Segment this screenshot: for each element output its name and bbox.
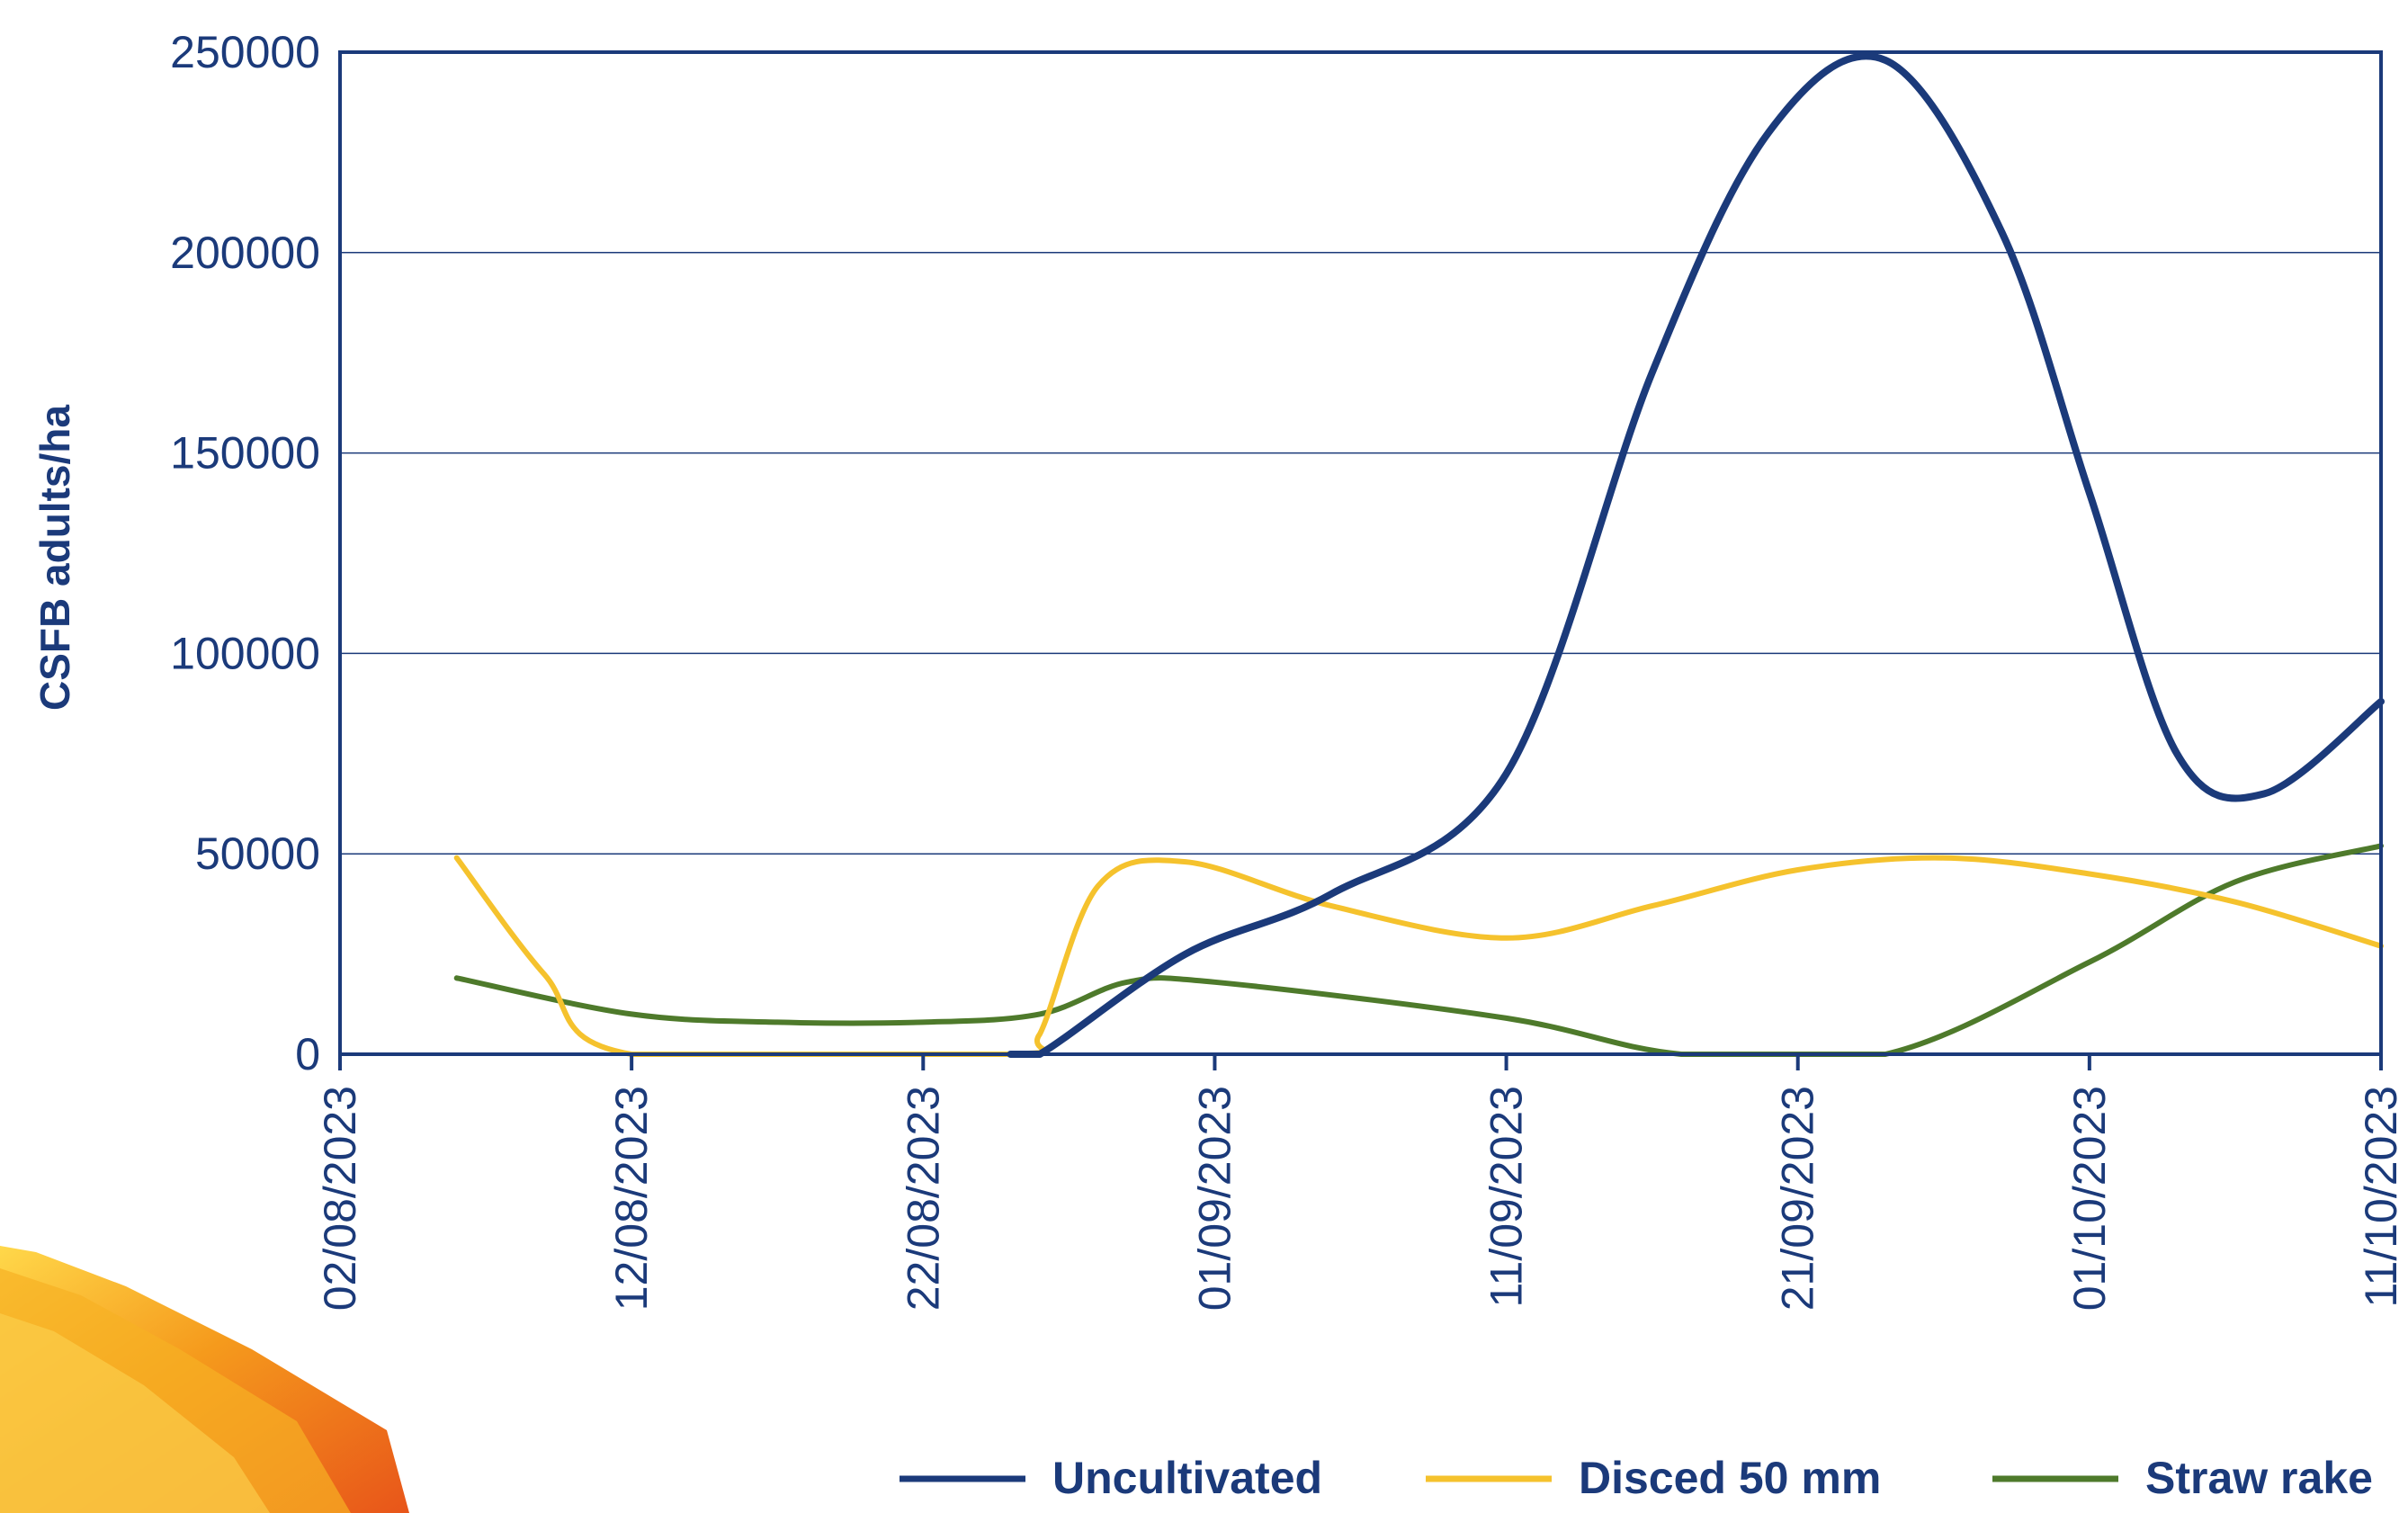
x-tick-label: 22/08/2023 bbox=[898, 1086, 948, 1311]
legend-label: Disced 50 mm bbox=[1579, 1453, 1881, 1503]
x-tick-label: 11/10/2023 bbox=[2356, 1086, 2406, 1308]
series-line-uncultivated bbox=[1007, 52, 2385, 1059]
axes bbox=[338, 50, 2383, 1070]
y-tick-label: 250000 bbox=[170, 27, 320, 77]
legend-item-uncultivated: Uncultivated bbox=[900, 1453, 1322, 1503]
legend-item-disced-50-mm: Disced 50 mm bbox=[1426, 1453, 1881, 1503]
decorative-flame bbox=[0, 1246, 409, 1513]
y-tick-label: 200000 bbox=[170, 228, 320, 278]
y-axis-title: CSFB adults/ha bbox=[31, 405, 78, 711]
x-tick-label: 01/10/2023 bbox=[2064, 1086, 2115, 1311]
legend: Uncultivated Disced 50 mm Straw rake bbox=[900, 1453, 2373, 1503]
plot-frame bbox=[338, 50, 2383, 1056]
y-tick-label: 50000 bbox=[195, 828, 320, 879]
y-tick-label: 0 bbox=[295, 1029, 320, 1079]
series-lines bbox=[453, 52, 2385, 1059]
legend-label: Uncultivated bbox=[1052, 1453, 1322, 1503]
x-tick-label: 01/09/2023 bbox=[1189, 1086, 1240, 1311]
x-tick-label: 21/09/2023 bbox=[1773, 1086, 1823, 1311]
x-tick-labels: 02/08/2023 12/08/2023 22/08/2023 01/09/2023… bbox=[315, 1086, 2406, 1311]
y-tick-label: 100000 bbox=[170, 628, 320, 678]
legend-label: Straw rake bbox=[2145, 1453, 2373, 1503]
y-tick-labels: 0 50000 100000 150000 200000 250000 bbox=[170, 27, 320, 1079]
y-tick-label: 150000 bbox=[170, 428, 320, 479]
series-line-disced-50-mm bbox=[453, 855, 2384, 1058]
x-tick-label: 11/09/2023 bbox=[1482, 1086, 1532, 1308]
series-line-straw-rake bbox=[453, 843, 2384, 1058]
x-tick-label: 02/08/2023 bbox=[315, 1086, 365, 1311]
x-tick-label: 12/08/2023 bbox=[606, 1086, 657, 1311]
legend-item-straw-rake: Straw rake bbox=[1992, 1453, 2373, 1503]
